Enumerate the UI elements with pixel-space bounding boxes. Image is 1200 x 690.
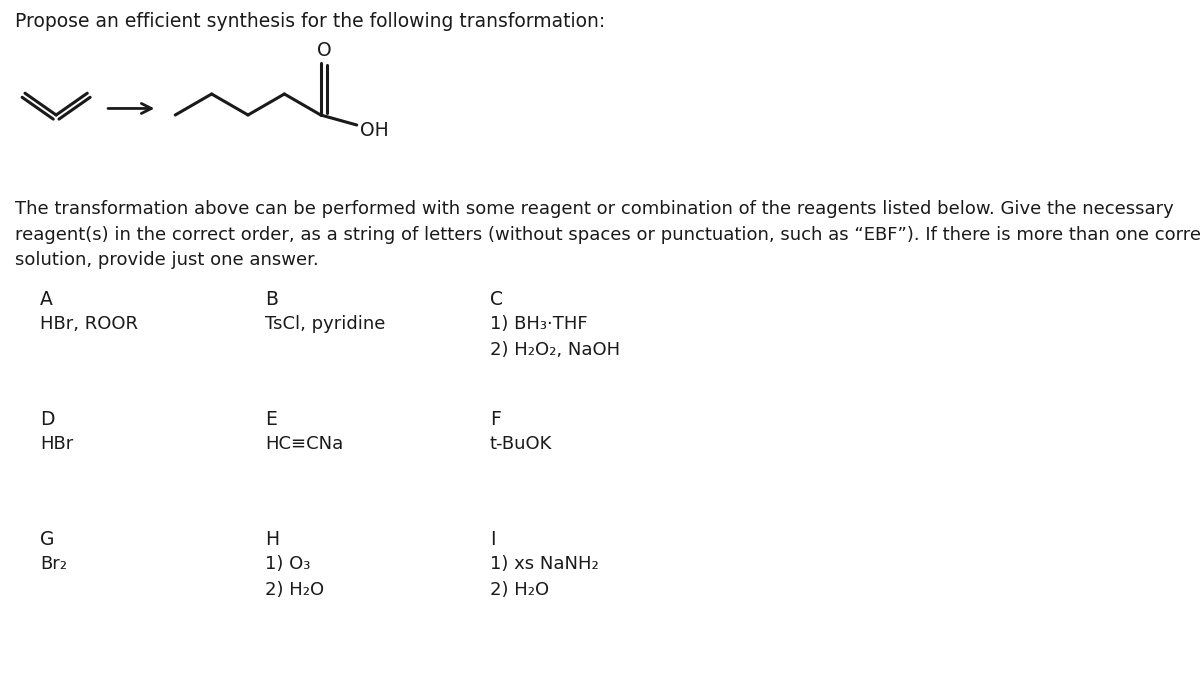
Text: G: G (40, 530, 54, 549)
Text: HC≡CNa: HC≡CNa (265, 435, 343, 453)
Text: E: E (265, 410, 277, 429)
Text: Propose an efficient synthesis for the following transformation:: Propose an efficient synthesis for the f… (14, 12, 605, 31)
Text: 1) O₃
2) H₂O: 1) O₃ 2) H₂O (265, 555, 324, 600)
Text: HBr: HBr (40, 435, 73, 453)
Text: OH: OH (360, 121, 389, 140)
Text: 1) BH₃·THF
2) H₂O₂, NaOH: 1) BH₃·THF 2) H₂O₂, NaOH (490, 315, 620, 359)
Text: C: C (490, 290, 503, 309)
Text: TsCl, pyridine: TsCl, pyridine (265, 315, 385, 333)
Text: A: A (40, 290, 53, 309)
Text: O: O (317, 41, 331, 60)
Text: B: B (265, 290, 278, 309)
Text: F: F (490, 410, 500, 429)
Text: I: I (490, 530, 496, 549)
Text: The transformation above can be performed with some reagent or combination of th: The transformation above can be performe… (14, 200, 1200, 269)
Text: t-BuOK: t-BuOK (490, 435, 552, 453)
Text: D: D (40, 410, 54, 429)
Text: Br₂: Br₂ (40, 555, 67, 573)
Text: H: H (265, 530, 280, 549)
Text: 1) xs NaNH₂
2) H₂O: 1) xs NaNH₂ 2) H₂O (490, 555, 599, 600)
Text: HBr, ROOR: HBr, ROOR (40, 315, 138, 333)
